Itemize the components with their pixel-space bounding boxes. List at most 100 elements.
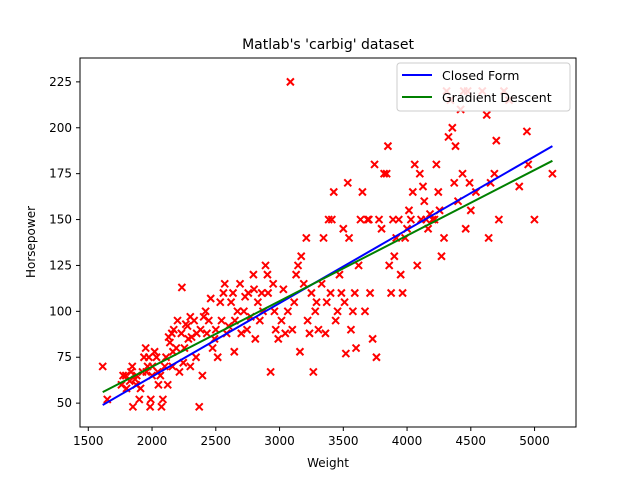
data-point [420,196,429,206]
data-point [329,187,338,197]
data-point [165,338,175,347]
data-point [494,215,504,224]
data-point [169,325,178,334]
data-point [466,206,476,215]
data-point [314,325,323,334]
data-point [324,215,333,224]
data-point [295,347,305,356]
data-point [339,224,348,233]
data-point [219,288,228,298]
data-point [283,307,293,316]
data-point [415,169,425,178]
data-point [191,353,201,362]
data-point [368,334,377,344]
data-point [322,297,331,307]
data-point [374,215,384,224]
data-point [530,215,539,224]
data-point [117,380,126,389]
data-point [268,279,278,289]
data-point [257,288,266,298]
data-point [379,169,389,178]
data-point [253,297,263,307]
data-point [297,252,306,261]
legend: Closed Form Gradient Descent [396,62,571,112]
data-point [384,261,394,270]
data-point [490,169,499,178]
data-point [226,297,236,307]
legend-closed-form-label: Closed Form [442,68,519,83]
x-tick-label: 3000 [264,434,295,448]
data-point [372,353,381,362]
data-point [217,316,226,325]
data-point [354,261,363,270]
x-tick-label: 2000 [137,434,168,448]
data-point [341,349,351,358]
data-point [98,362,107,371]
legend-box [396,62,571,112]
data-point [161,353,171,362]
data-point [146,395,155,404]
data-point [281,329,290,338]
data-point [163,380,172,389]
data-point [312,297,321,307]
plot-frame [79,57,577,428]
data-point [350,288,359,298]
chart-title: Matlab's 'carbig' dataset [242,37,414,53]
data-point [309,367,318,377]
data-point [291,270,301,279]
data-point [383,141,393,151]
data-point [213,353,222,362]
data-point [118,371,128,380]
data-point [249,285,259,294]
data-point [404,206,414,215]
x-tick-label: 5000 [519,434,550,448]
data-point [515,182,524,191]
data-point [187,332,196,342]
data-point [343,178,352,188]
data-point [346,325,356,334]
data-point [177,329,186,338]
data-point [242,325,252,334]
data-point [208,343,217,353]
data-point [398,288,407,298]
data-point [135,395,144,404]
data-point [136,384,145,393]
x-axis-label: Weight [307,456,349,470]
data-point [244,288,253,298]
data-point [522,127,532,136]
data-point [154,380,163,389]
data-point [199,312,208,322]
gradient-descent-line [102,159,553,394]
data-point [288,325,297,334]
data-point [358,187,367,197]
data-point [351,343,361,353]
data-point [145,402,155,412]
y-tick-label: 100 [49,304,72,318]
data-point [286,77,295,87]
data-point [196,325,205,334]
data-point [251,334,260,344]
x-tick-label: 3500 [328,434,359,448]
y-tick-label: 225 [49,75,72,89]
data-point [230,347,239,356]
data-point [128,362,137,371]
data-point [216,297,225,307]
data-point [128,402,138,412]
data-point [158,395,168,404]
data-point [337,288,346,298]
data-point [263,270,272,279]
data-point [172,343,181,353]
data-point [356,215,365,224]
data-point [321,329,330,338]
data-point [206,294,215,303]
data-point [365,288,375,298]
data-point [458,169,467,178]
data-point [173,316,182,325]
x-tick-label: 2500 [201,434,232,448]
data-point [434,187,443,197]
data-point [270,307,279,316]
data-point [444,132,453,142]
data-point [249,270,258,279]
y-tick-label: 125 [49,258,72,272]
